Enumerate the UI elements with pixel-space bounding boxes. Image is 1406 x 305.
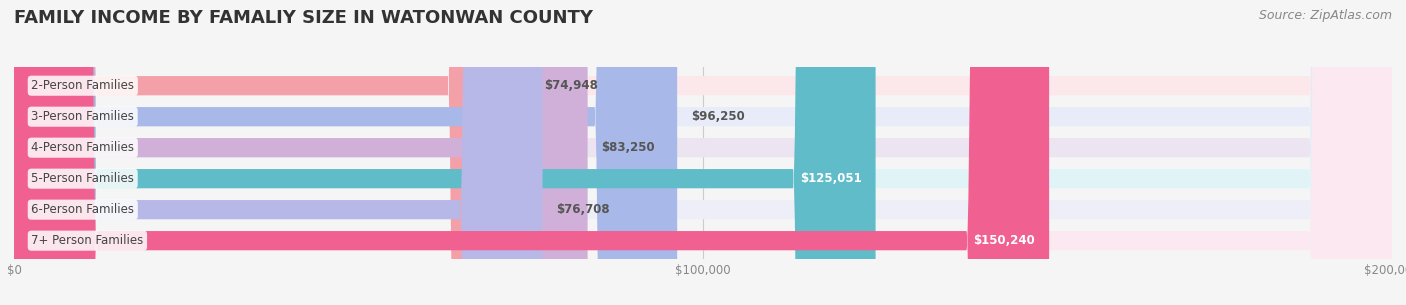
Text: 5-Person Families: 5-Person Families [31,172,134,185]
Text: 6-Person Families: 6-Person Families [31,203,135,216]
Text: Source: ZipAtlas.com: Source: ZipAtlas.com [1258,9,1392,22]
Text: $125,051: $125,051 [800,172,862,185]
FancyBboxPatch shape [14,0,678,305]
FancyBboxPatch shape [14,0,1049,305]
FancyBboxPatch shape [14,0,1392,305]
Text: $74,948: $74,948 [544,79,598,92]
Text: 4-Person Families: 4-Person Families [31,141,135,154]
Text: 3-Person Families: 3-Person Families [31,110,134,123]
FancyBboxPatch shape [14,0,588,305]
FancyBboxPatch shape [14,0,876,305]
FancyBboxPatch shape [14,0,543,305]
FancyBboxPatch shape [14,0,530,305]
Text: 2-Person Families: 2-Person Families [31,79,135,92]
FancyBboxPatch shape [14,0,1392,305]
FancyBboxPatch shape [14,0,1392,305]
FancyBboxPatch shape [14,0,1392,305]
Text: FAMILY INCOME BY FAMALIY SIZE IN WATONWAN COUNTY: FAMILY INCOME BY FAMALIY SIZE IN WATONWA… [14,9,593,27]
Text: $83,250: $83,250 [602,141,655,154]
Text: $96,250: $96,250 [690,110,745,123]
FancyBboxPatch shape [14,0,1392,305]
Text: $150,240: $150,240 [973,234,1035,247]
Text: 7+ Person Families: 7+ Person Families [31,234,143,247]
FancyBboxPatch shape [14,0,1392,305]
Text: $76,708: $76,708 [557,203,610,216]
